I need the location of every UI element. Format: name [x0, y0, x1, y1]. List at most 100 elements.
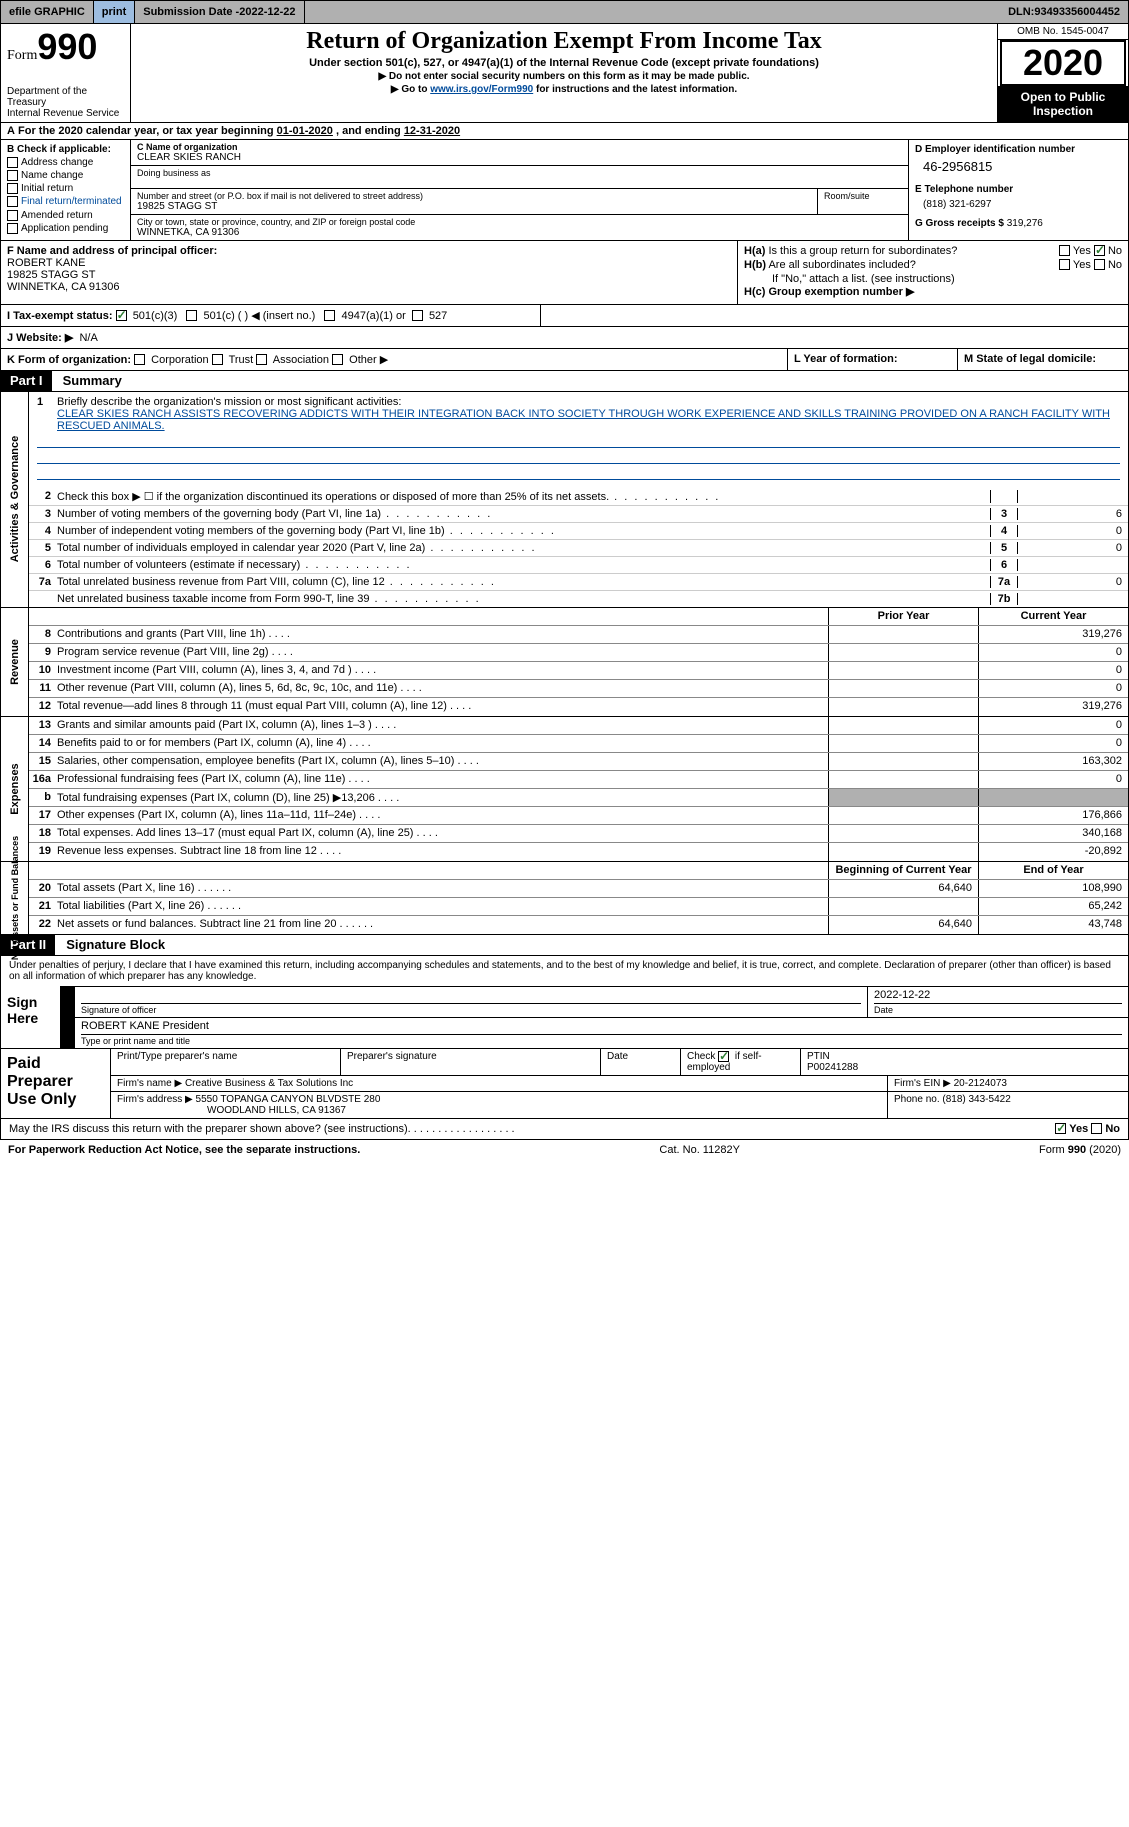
chk-527[interactable] [412, 310, 423, 321]
firm-label: Firm's name ▶ [117, 1078, 182, 1089]
form-note1: ▶ Do not enter social security numbers o… [137, 71, 991, 82]
form990-link[interactable]: www.irs.gov/Form990 [430, 84, 533, 95]
side-tab-rev: Revenue [1, 608, 29, 716]
row-val: 0 [1018, 525, 1128, 537]
row-val: 0 [1018, 542, 1128, 554]
net-body: Beginning of Current Year End of Year 20… [29, 862, 1128, 934]
f-label: F Name and address of principal officer: [7, 245, 217, 257]
footer-mid: Cat. No. 11282Y [659, 1144, 740, 1156]
section-h-cont [541, 305, 1128, 326]
exp-row: 17 Other expenses (Part IX, column (A), … [29, 807, 1128, 825]
row-desc: Professional fundraising fees (Part IX, … [57, 771, 828, 788]
b-item-3: Final return/terminated [21, 197, 122, 208]
k-opt-3: Other ▶ [349, 354, 388, 366]
may-no-checkbox[interactable] [1091, 1123, 1102, 1134]
ha-yes-checkbox[interactable] [1059, 245, 1070, 256]
sig-arrow-2 [61, 1018, 75, 1048]
part1-tag: Part I [1, 371, 52, 391]
row-desc: Total unrelated business revenue from Pa… [57, 576, 990, 588]
row-val: 6 [1018, 508, 1128, 520]
section-d-e-g: D Employer identification number 46-2956… [908, 140, 1128, 240]
chk-name-change[interactable]: Name change [7, 170, 124, 181]
open-line1: Open to Public [1000, 90, 1126, 104]
firm-ein: 20-2124073 [954, 1078, 1007, 1089]
officer-signature[interactable] [81, 989, 861, 1003]
m-label: M State of legal domicile: [964, 353, 1096, 365]
paid-preparer: Paid Preparer Use Only Print/Type prepar… [0, 1049, 1129, 1119]
date-label: Date [874, 1003, 1122, 1015]
row-begin: 64,640 [828, 916, 978, 934]
chk-4947[interactable] [324, 310, 335, 321]
g-label: G Gross receipts $ [915, 218, 1007, 229]
exp-row: 13 Grants and similar amounts paid (Part… [29, 717, 1128, 735]
row-prior [828, 789, 978, 806]
row-prior [828, 825, 978, 842]
chk-other[interactable] [332, 354, 343, 365]
hb-yes-checkbox[interactable] [1059, 259, 1070, 270]
row-desc: Benefits paid to or for members (Part IX… [57, 735, 828, 752]
chk-address-change[interactable]: Address change [7, 157, 124, 168]
chk-self-employed[interactable] [718, 1051, 729, 1062]
gov-row: Net unrelated business taxable income fr… [29, 591, 1128, 607]
net-assets-section: Net Assets or Fund Balances Beginning of… [0, 862, 1129, 935]
row-val [1018, 593, 1128, 605]
sig-label: Signature of officer [81, 1003, 861, 1015]
officer-name-title: ROBERT KANE President [81, 1020, 1122, 1034]
rev-row: 10 Investment income (Part VIII, column … [29, 662, 1128, 680]
section-l: L Year of formation: [788, 349, 958, 370]
row-boxnum: 5 [990, 542, 1018, 554]
chk-corp[interactable] [134, 354, 145, 365]
b-check-applicable: B Check if applicable: Address change Na… [1, 140, 131, 240]
chk-assoc[interactable] [256, 354, 267, 365]
may-yes-checkbox[interactable] [1055, 1123, 1066, 1134]
exp-row: 18 Total expenses. Add lines 13–17 (must… [29, 825, 1128, 843]
mission-text: CLEAR SKIES RANCH ASSISTS RECOVERING ADD… [37, 408, 1120, 432]
ha-no-checkbox[interactable] [1094, 245, 1105, 256]
side-label-exp: Expenses [9, 763, 21, 814]
col-prior-year: Prior Year [828, 608, 978, 625]
row-curr: 0 [978, 735, 1128, 752]
exp-row: 15 Salaries, other compensation, employe… [29, 753, 1128, 771]
section-f-h: F Name and address of principal officer:… [0, 241, 1129, 305]
ptin-label: PTIN [807, 1051, 1122, 1062]
header-right: OMB No. 1545-0047 2020 Open to Public In… [998, 24, 1128, 122]
chk-trust[interactable] [212, 354, 223, 365]
row-boxnum [990, 490, 1018, 503]
chk-501c3[interactable] [116, 310, 127, 321]
firm-addr2: WOODLAND HILLS, CA 91367 [117, 1105, 346, 1116]
row-num: 18 [29, 825, 57, 842]
chk-501c[interactable] [186, 310, 197, 321]
hc-label: H(c) Group exemption number ▶ [744, 286, 914, 298]
row-prior [828, 753, 978, 770]
chk-application-pending[interactable]: Application pending [7, 223, 124, 234]
b-item-1: Name change [21, 170, 83, 181]
sign-here-label: Sign Here [1, 986, 61, 1048]
row-desc: Total assets (Part X, line 16) . . . . .… [57, 880, 828, 897]
section-j: J Website: ▶ N/A [0, 327, 1129, 349]
b-item-2: Initial return [21, 183, 73, 194]
may-no: No [1105, 1123, 1120, 1135]
row-desc: Other revenue (Part VIII, column (A), li… [57, 680, 828, 697]
mission-q: Briefly describe the organization's miss… [57, 396, 401, 408]
row-num: 12 [29, 698, 57, 716]
dln-value: 93493356004452 [1034, 6, 1120, 18]
sign-right: Signature of officer 2022-12-22 Date ROB… [61, 986, 1128, 1048]
efile-label: efile GRAPHIC [1, 1, 94, 23]
year-end: 12-31-2020 [404, 125, 460, 137]
city-label: City or town, state or province, country… [137, 217, 902, 227]
net-row: 22 Net assets or fund balances. Subtract… [29, 916, 1128, 934]
chk-amended-return[interactable]: Amended return [7, 210, 124, 221]
print-button[interactable]: print [94, 1, 135, 23]
chk-final-return[interactable]: Final return/terminated [7, 196, 124, 207]
form-number: 990 [37, 26, 97, 67]
may-yes: Yes [1069, 1123, 1088, 1135]
subdate-value: 2022-12-22 [239, 6, 295, 18]
k-opt-1: Trust [229, 354, 254, 366]
row-num: 5 [29, 542, 57, 554]
row-val: 0 [1018, 576, 1128, 588]
row-end: 108,990 [978, 880, 1128, 897]
chk-initial-return[interactable]: Initial return [7, 183, 124, 194]
dln: DLN: 93493356004452 [1000, 1, 1128, 23]
form-word: Form [7, 48, 37, 63]
hb-no-checkbox[interactable] [1094, 259, 1105, 270]
